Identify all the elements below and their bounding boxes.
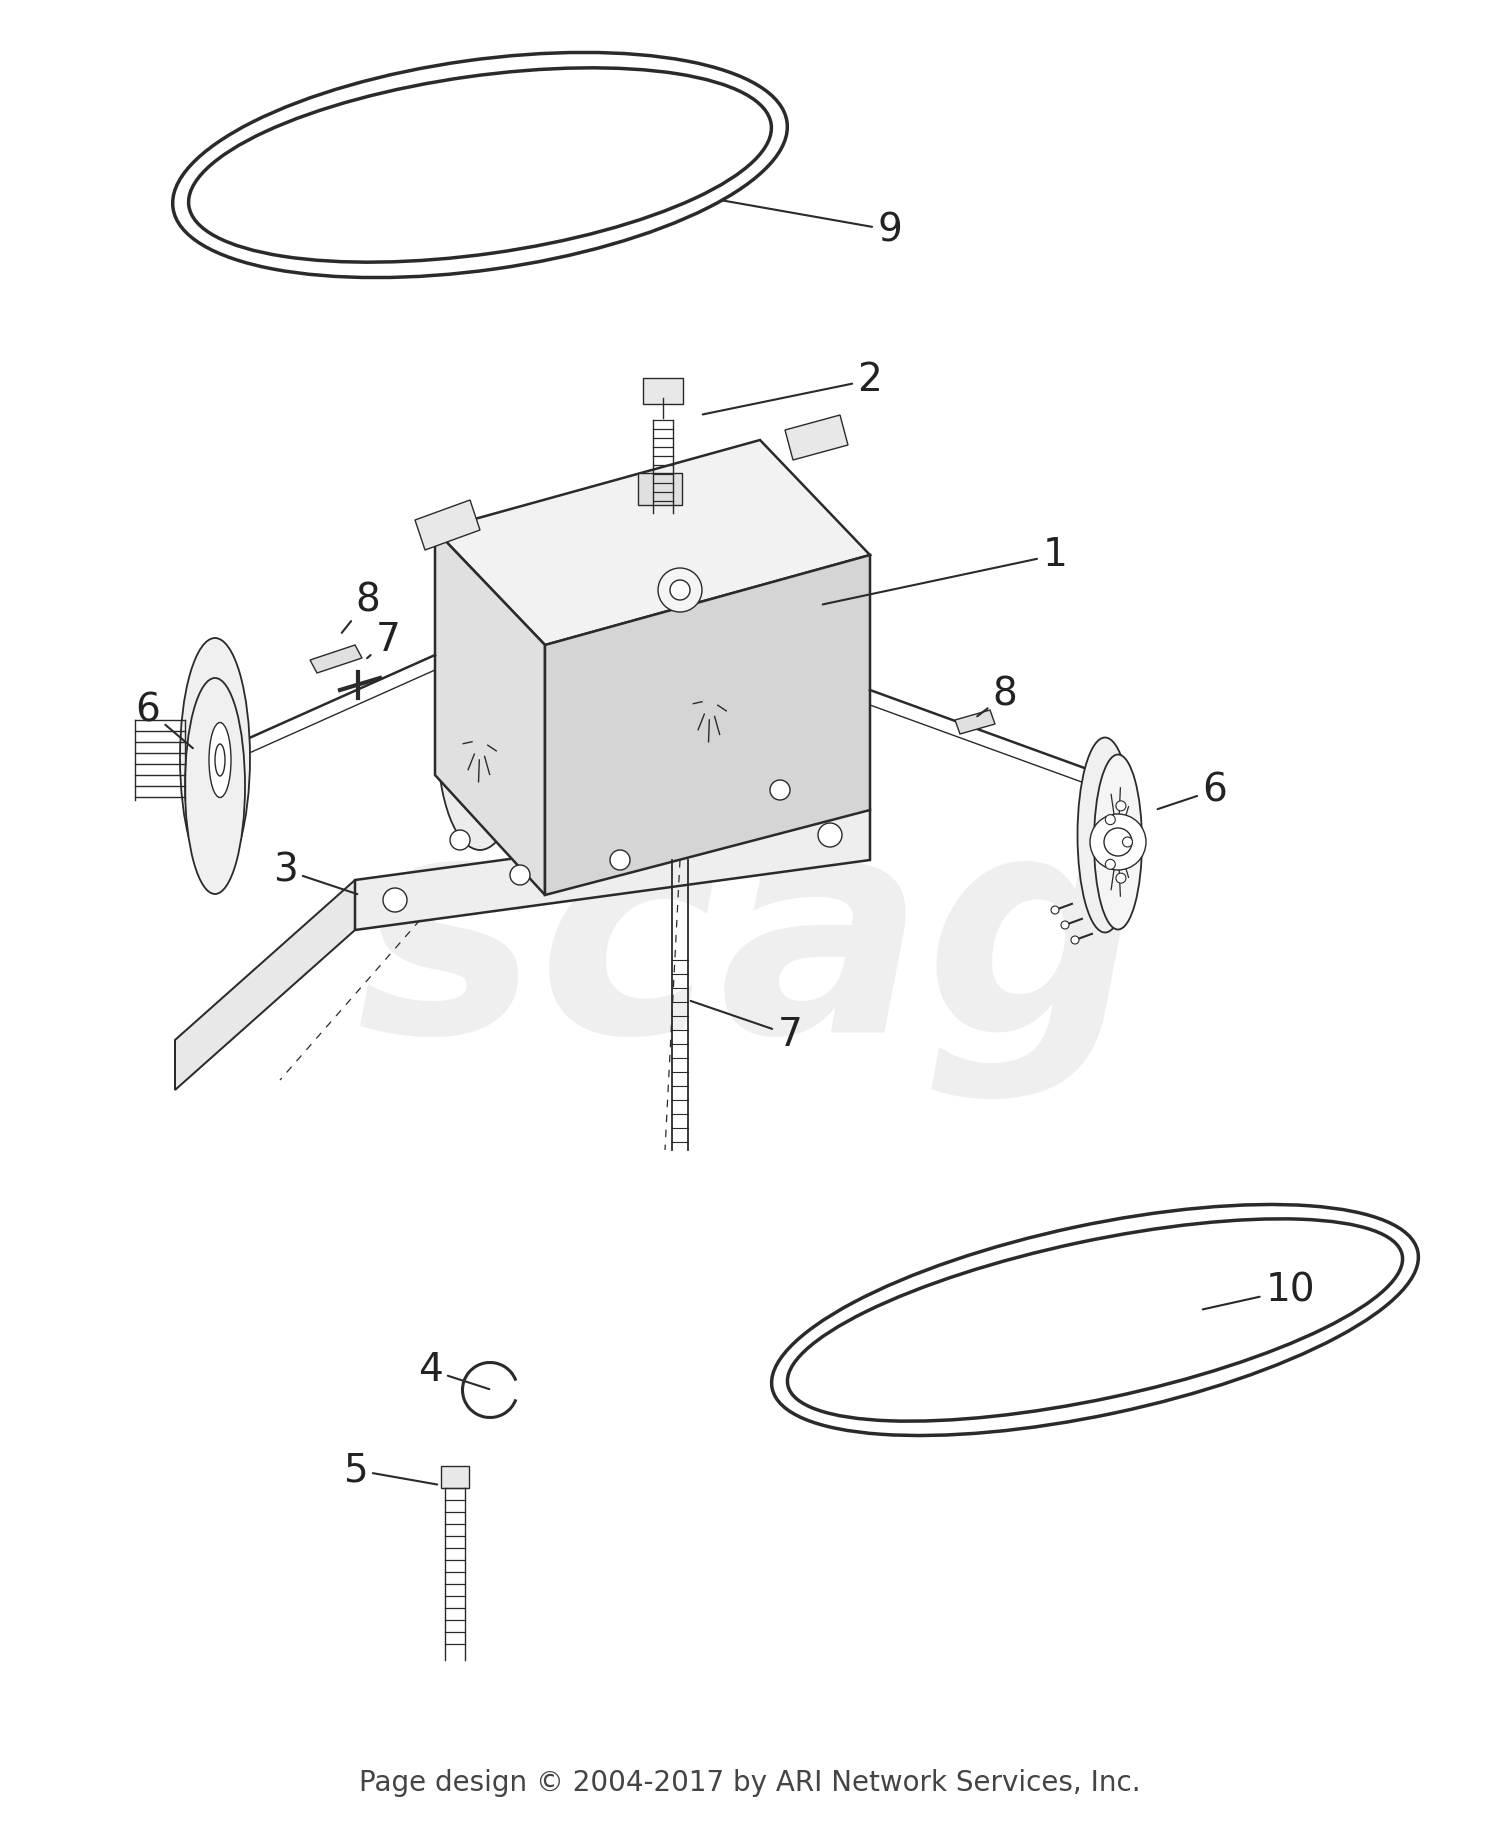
Text: scag: scag [356, 802, 1144, 1099]
Circle shape [1106, 859, 1116, 870]
FancyBboxPatch shape [638, 473, 682, 505]
Ellipse shape [1077, 737, 1132, 932]
Circle shape [1104, 828, 1132, 856]
Polygon shape [956, 709, 994, 735]
Text: 8: 8 [342, 581, 381, 632]
Text: 7: 7 [368, 622, 400, 660]
Text: 8: 8 [976, 676, 1017, 717]
Circle shape [658, 569, 702, 612]
Ellipse shape [214, 744, 225, 777]
Ellipse shape [209, 722, 231, 797]
Ellipse shape [184, 678, 244, 894]
Circle shape [610, 850, 630, 870]
Circle shape [1060, 921, 1070, 929]
Text: 7: 7 [690, 1002, 802, 1055]
Circle shape [670, 579, 690, 600]
Circle shape [1071, 936, 1078, 943]
Ellipse shape [1094, 755, 1142, 929]
Text: 2: 2 [702, 360, 882, 415]
FancyBboxPatch shape [441, 1466, 470, 1488]
Ellipse shape [438, 631, 522, 850]
Circle shape [510, 865, 530, 885]
Polygon shape [416, 501, 480, 550]
Text: Page design © 2004-2017 by ARI Network Services, Inc.: Page design © 2004-2017 by ARI Network S… [358, 1770, 1142, 1797]
Text: 3: 3 [273, 852, 357, 894]
Text: 1: 1 [822, 536, 1068, 605]
Ellipse shape [180, 638, 250, 877]
Circle shape [770, 781, 790, 801]
FancyBboxPatch shape [644, 378, 682, 404]
Circle shape [1052, 907, 1059, 914]
Circle shape [1116, 874, 1126, 883]
Circle shape [818, 823, 842, 846]
Ellipse shape [668, 592, 753, 808]
Circle shape [1090, 813, 1146, 870]
Polygon shape [435, 530, 544, 896]
Text: 6: 6 [1158, 771, 1227, 810]
Text: 10: 10 [1203, 1270, 1316, 1309]
Circle shape [382, 888, 406, 912]
Polygon shape [356, 810, 870, 930]
Circle shape [450, 830, 470, 850]
Polygon shape [310, 645, 362, 673]
Polygon shape [176, 879, 356, 1089]
Text: 4: 4 [417, 1351, 489, 1389]
Polygon shape [435, 441, 870, 645]
Polygon shape [544, 556, 870, 896]
Text: 9: 9 [723, 201, 903, 249]
Circle shape [1122, 837, 1132, 846]
Circle shape [1106, 815, 1116, 824]
Polygon shape [784, 415, 847, 461]
Text: 6: 6 [135, 691, 194, 748]
Circle shape [1116, 801, 1126, 812]
Text: 5: 5 [342, 1451, 438, 1490]
